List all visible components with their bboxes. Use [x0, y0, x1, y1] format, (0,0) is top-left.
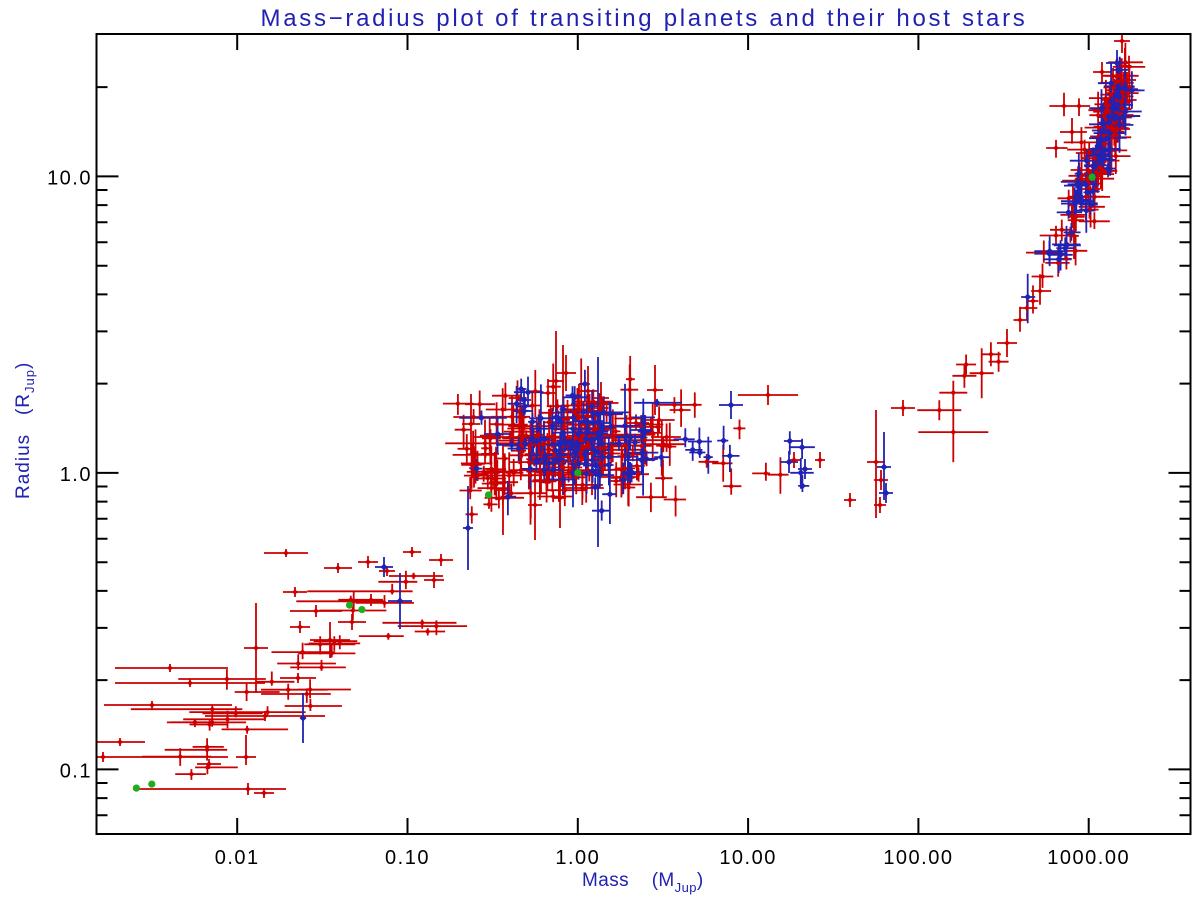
svg-text:0.1: 0.1 [60, 760, 92, 782]
svg-text:100.00: 100.00 [883, 847, 953, 869]
svg-text:1.00: 1.00 [555, 847, 600, 869]
svg-text:1.0: 1.0 [60, 464, 92, 486]
svg-text:1000.00: 1000.00 [1047, 847, 1130, 869]
svg-text:10.00: 10.00 [719, 847, 777, 869]
svg-text:Radius (RJup): Radius (RJup) [13, 362, 37, 499]
svg-text:Mass−radius plot of transiting: Mass−radius plot of transiting planets a… [261, 5, 1028, 32]
svg-text:10.0: 10.0 [47, 167, 92, 189]
svg-text:0.10: 0.10 [385, 847, 430, 869]
svg-text:0.01: 0.01 [215, 847, 260, 869]
